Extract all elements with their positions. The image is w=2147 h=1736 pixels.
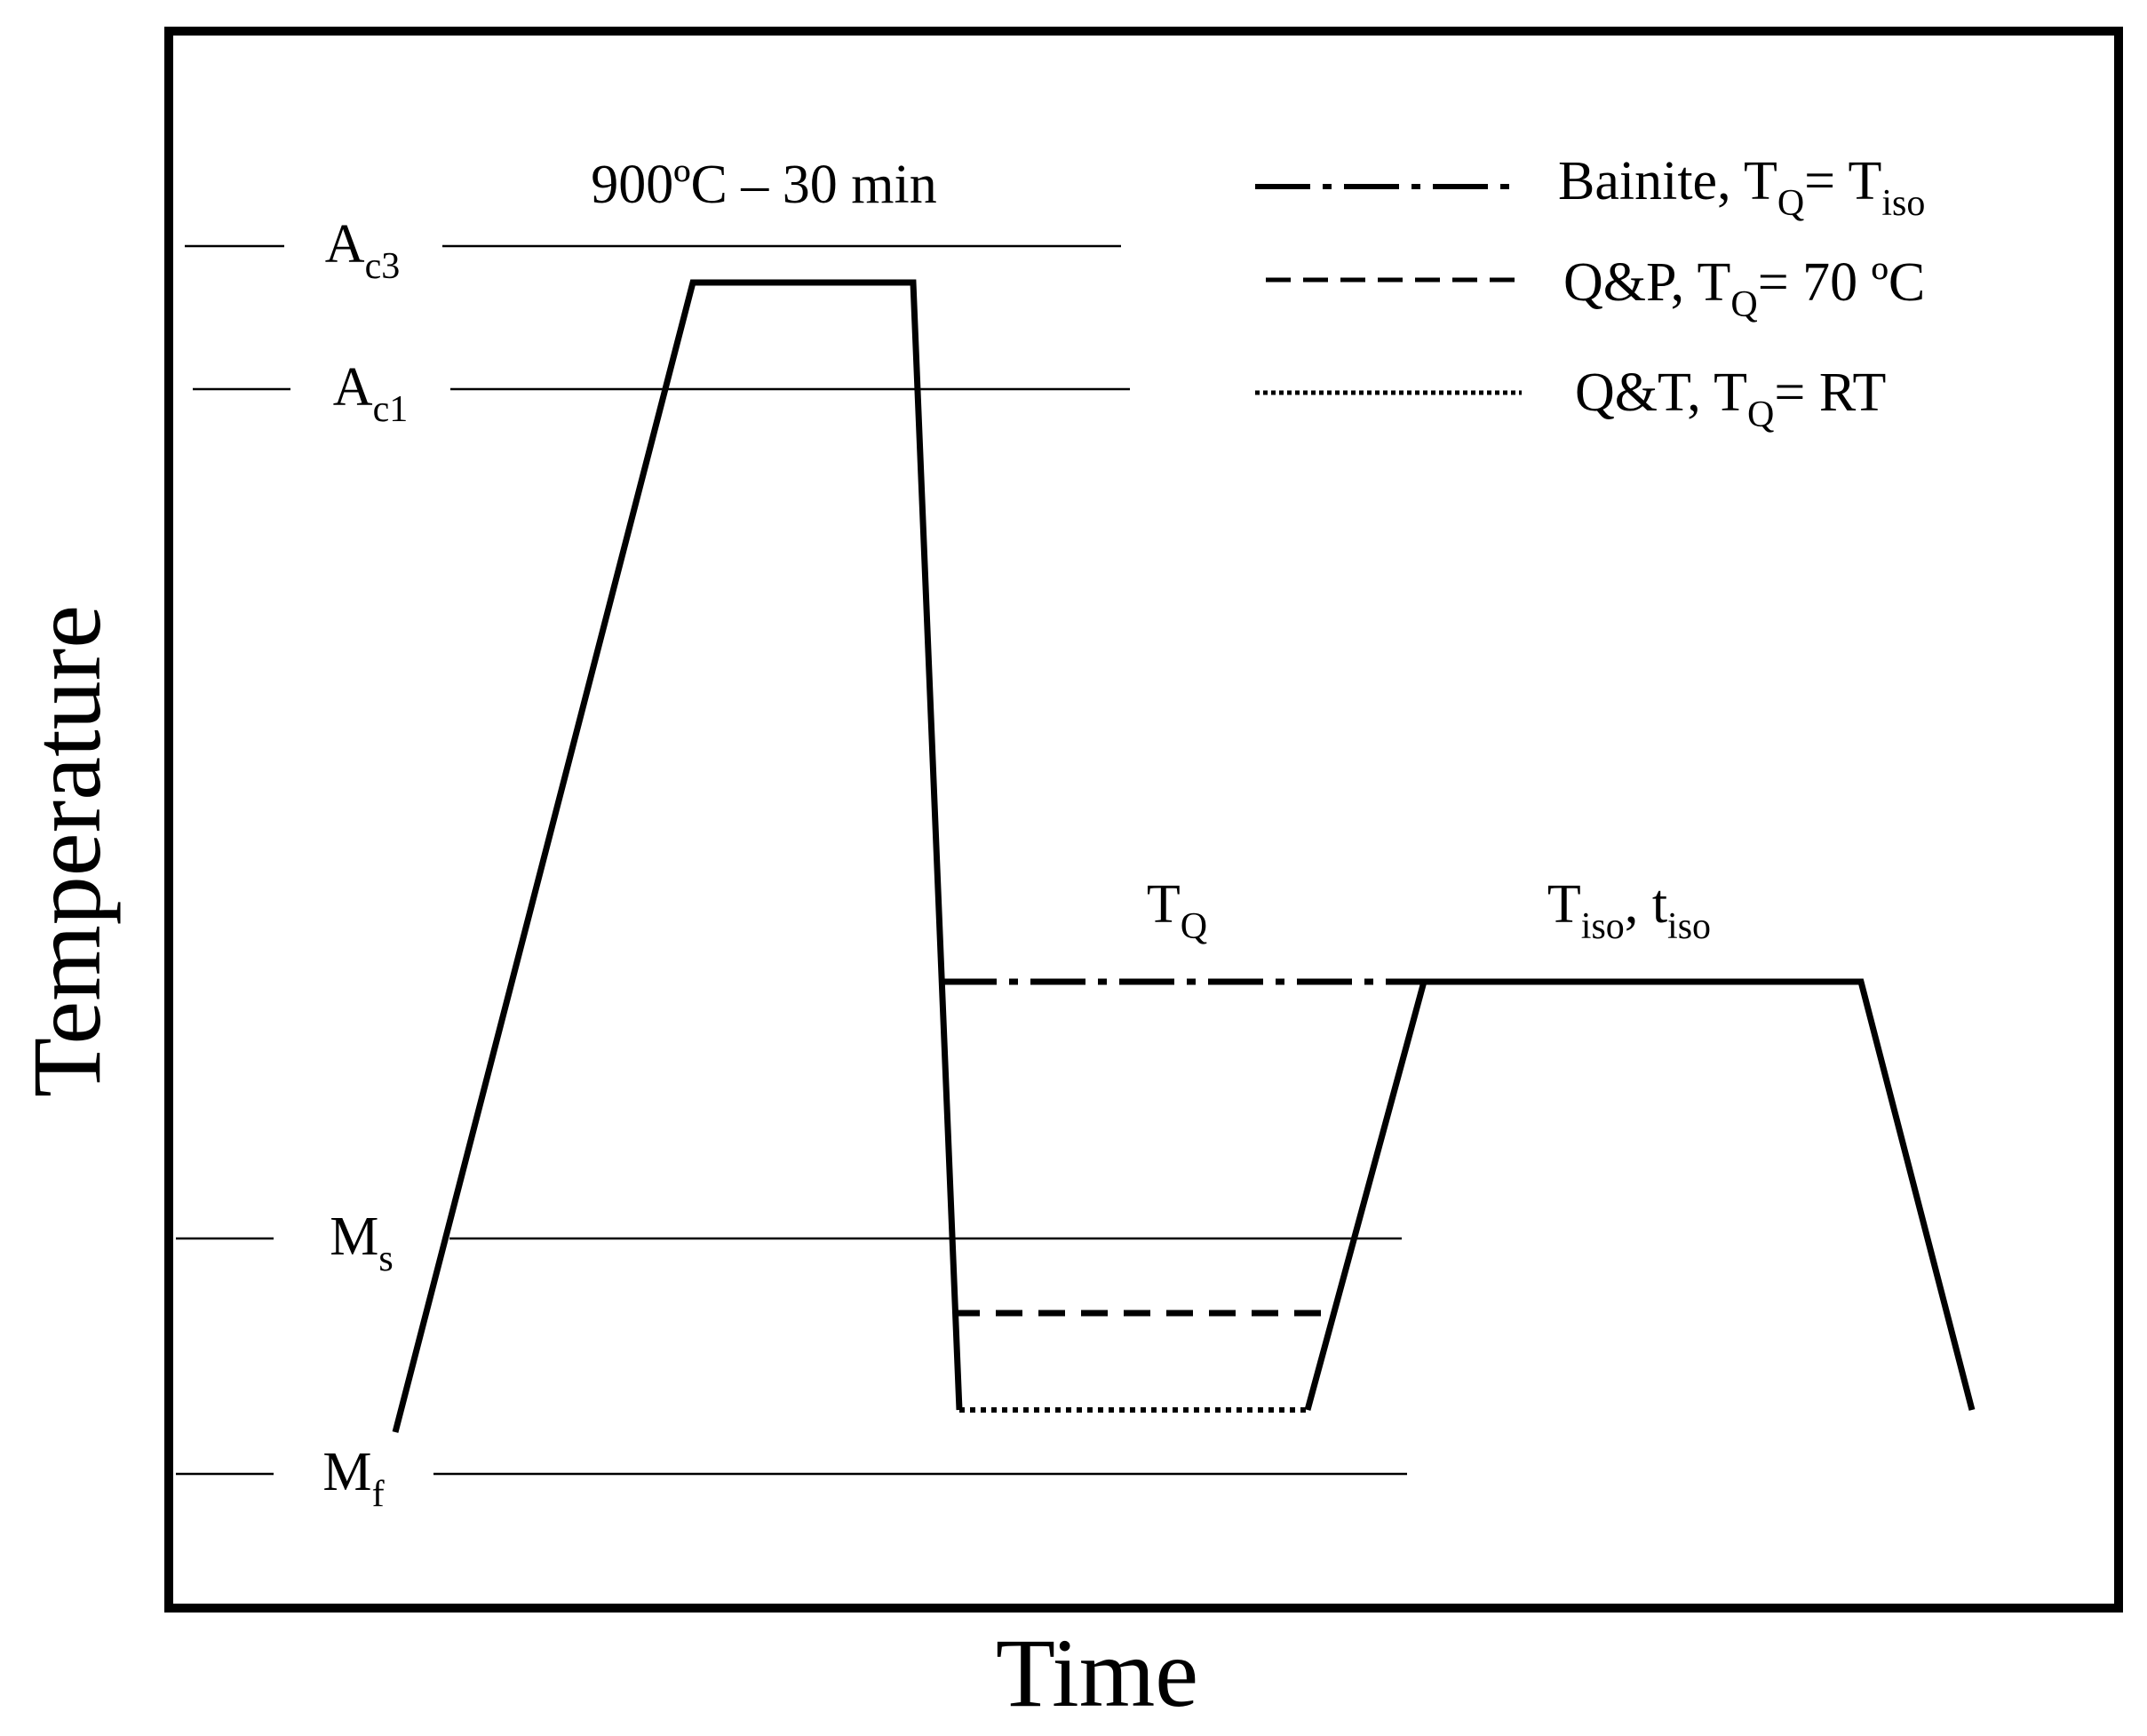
austenitization-label: 900ºC – 30 min (591, 155, 937, 215)
legend: Bainite, TQ= Tiso Q&P, TQ= 70 ºC Q&T, TQ… (1255, 151, 1925, 435)
legend-label-qt: Q&T, TQ= RT (1575, 362, 1886, 435)
plot-frame (164, 27, 2123, 1613)
legend-label-bainite: Bainite, TQ= Tiso (1558, 151, 1925, 224)
ms-label: Ms (330, 1206, 394, 1279)
ac1-label: Ac1 (333, 357, 408, 430)
austenitization-path (392, 279, 963, 1433)
x-axis-label: Time (996, 1619, 1198, 1727)
reference-lines (176, 244, 1407, 1476)
mf-label: Mf (322, 1442, 384, 1515)
ac3-label: Ac3 (325, 214, 400, 287)
thermal-cycle (392, 279, 1976, 1433)
partitioning-path (1304, 978, 1976, 1411)
isothermal-label: Tiso, tiso (1547, 874, 1711, 947)
legend-label-qp: Q&P, TQ= 70 ºC (1563, 252, 1925, 325)
tq-label: TQ (1147, 874, 1207, 947)
y-axis-label: Temperature (12, 605, 121, 1097)
